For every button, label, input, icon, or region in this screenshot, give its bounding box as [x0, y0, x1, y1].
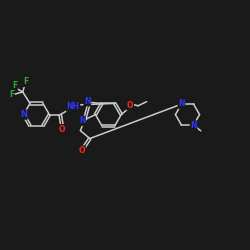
- Text: F: F: [24, 78, 29, 86]
- Text: N: N: [84, 97, 90, 106]
- Text: N: N: [190, 121, 197, 130]
- Text: O: O: [127, 101, 134, 110]
- Text: N: N: [79, 116, 85, 125]
- Text: N: N: [20, 110, 27, 119]
- Text: N: N: [178, 99, 185, 108]
- Text: F: F: [12, 82, 17, 90]
- Text: NH: NH: [66, 102, 80, 111]
- Text: F: F: [9, 90, 14, 99]
- Text: O: O: [78, 146, 85, 155]
- Text: O: O: [58, 125, 65, 134]
